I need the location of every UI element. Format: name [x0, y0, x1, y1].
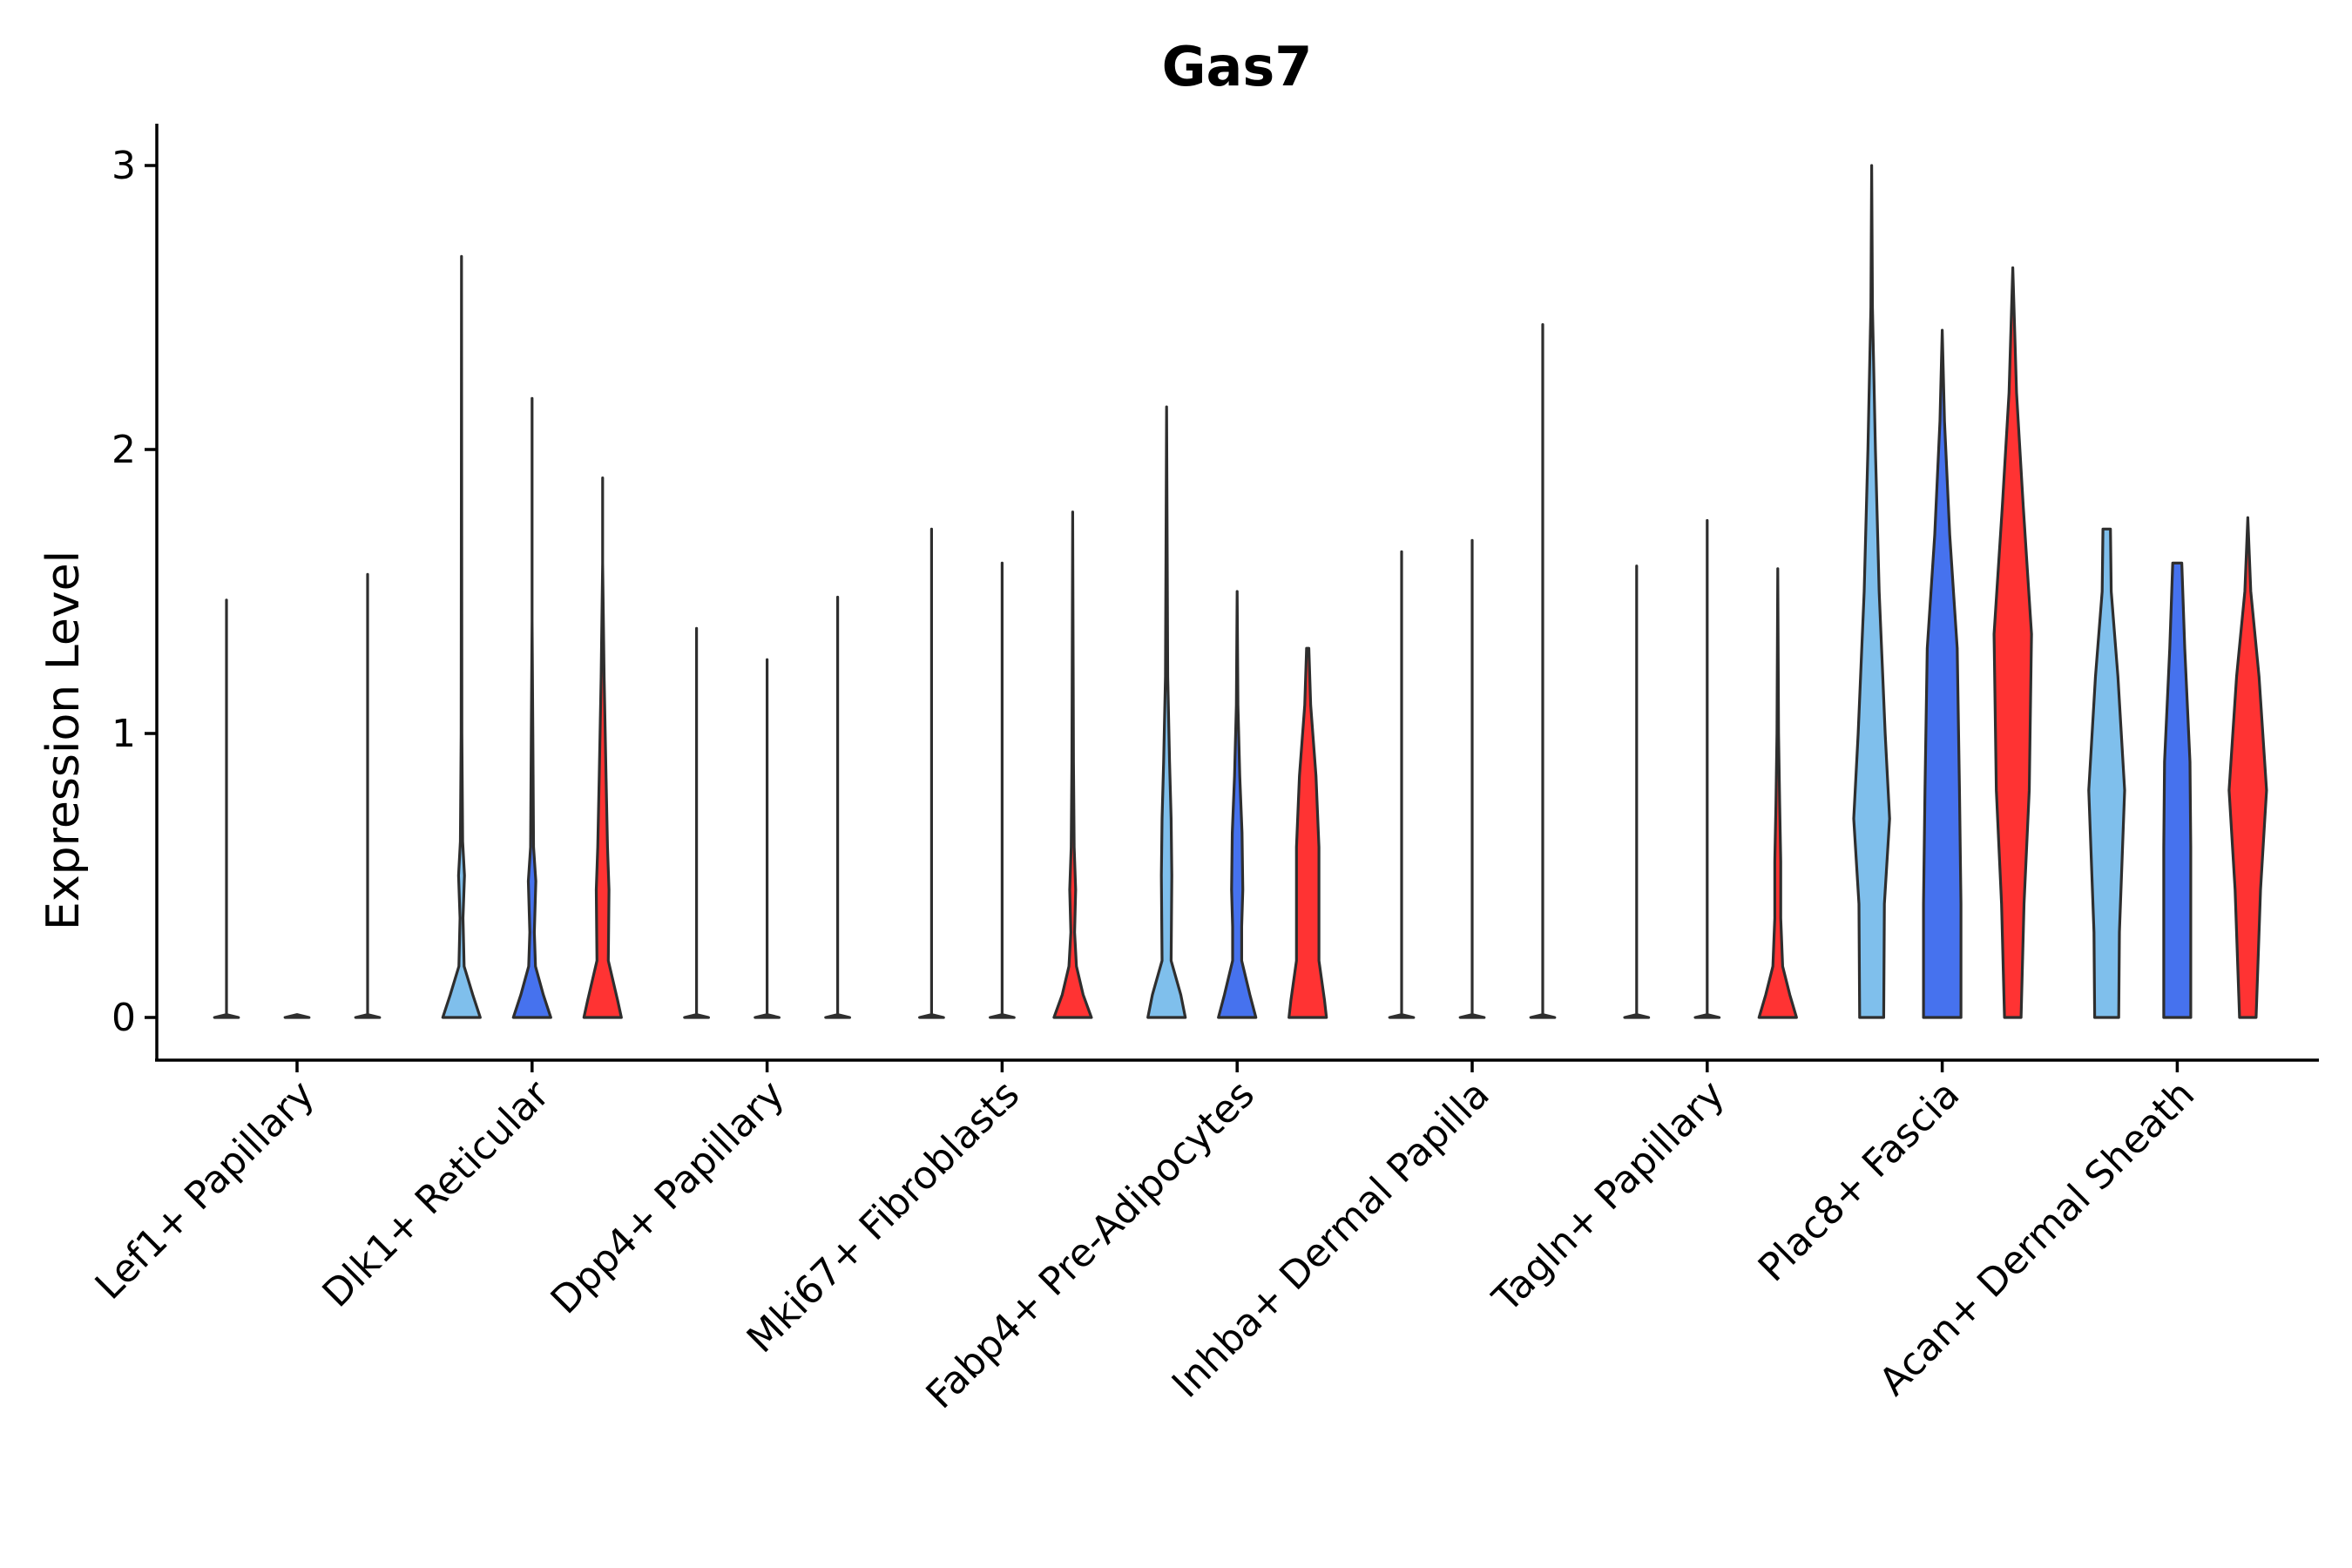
violin-shape [2227, 516, 2268, 1019]
violin-shape [754, 658, 781, 1019]
violin-shape [2087, 527, 2126, 1019]
x-tick-label: Dlk1+ Reticular [314, 1071, 559, 1316]
violin-shape [1992, 266, 2033, 1019]
y-ticks: 0 1 2 3 [112, 144, 157, 1040]
violin-shape [213, 598, 240, 1019]
violin-shape [1458, 538, 1486, 1019]
violin-shape [1146, 405, 1187, 1019]
violin-shape [1388, 550, 1416, 1019]
violin-shape [1052, 510, 1093, 1019]
y-tick-label: 2 [112, 428, 136, 472]
violin-shape [1623, 564, 1651, 1019]
violins-layer [213, 164, 2268, 1019]
violin-shape [1529, 323, 1557, 1019]
violin-shape [441, 254, 482, 1019]
violin-shape [2162, 561, 2193, 1019]
x-tick-label: Tagln+ Papillary [1484, 1072, 1733, 1321]
violin-shape [283, 1013, 311, 1019]
y-tick-label: 1 [112, 712, 136, 756]
chart-title: Gas7 [1162, 35, 1313, 98]
violin-shape [989, 561, 1016, 1019]
violin-shape [824, 595, 851, 1019]
violin-shape [918, 527, 945, 1019]
y-axis-label: Expression Level [37, 551, 90, 930]
violin-shape [1852, 164, 1891, 1019]
x-tick-label: Lef1+ Papillary [87, 1072, 323, 1308]
violin-shape [1217, 590, 1258, 1019]
x-tick-label: Dpp4+ Papillary [543, 1072, 794, 1323]
violin-shape [354, 572, 382, 1019]
x-tick-label: Plac8+ Fascia [1750, 1072, 1969, 1291]
y-tick-label: 0 [112, 996, 136, 1040]
violin-shape [1693, 518, 1721, 1019]
violin-shape [1757, 567, 1798, 1019]
violin-shape [683, 626, 710, 1019]
violin-shape [1288, 646, 1328, 1019]
violin-shape [1922, 328, 1963, 1019]
y-tick-label: 3 [112, 144, 136, 188]
violin-shape [582, 476, 623, 1019]
violin-shape [511, 396, 552, 1019]
